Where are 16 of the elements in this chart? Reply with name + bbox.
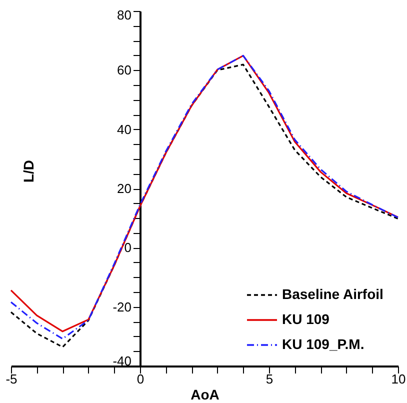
legend-label: KU 109: [282, 311, 330, 327]
y-tick-label: 40: [117, 122, 132, 137]
y-tick-label: -40: [112, 354, 132, 368]
y-tick-label: 20: [117, 181, 132, 196]
y-tick-label: 0: [124, 240, 132, 256]
y-tick-label: -20: [112, 299, 132, 314]
x-tick-label: -5: [6, 372, 18, 386]
x-tick-label: 10: [391, 372, 406, 386]
x-tick-label: 0: [136, 372, 144, 386]
legend-label: KU 109_P.M.: [282, 336, 364, 352]
y-tick-label: 80: [117, 8, 132, 22]
x-tick-label: 5: [266, 372, 274, 386]
y-axis-title: L/D: [20, 160, 36, 183]
x-axis-title: AoA: [190, 386, 220, 402]
y-tick-label: 60: [117, 62, 132, 78]
legend-label: Baseline Airfoil: [282, 286, 384, 302]
